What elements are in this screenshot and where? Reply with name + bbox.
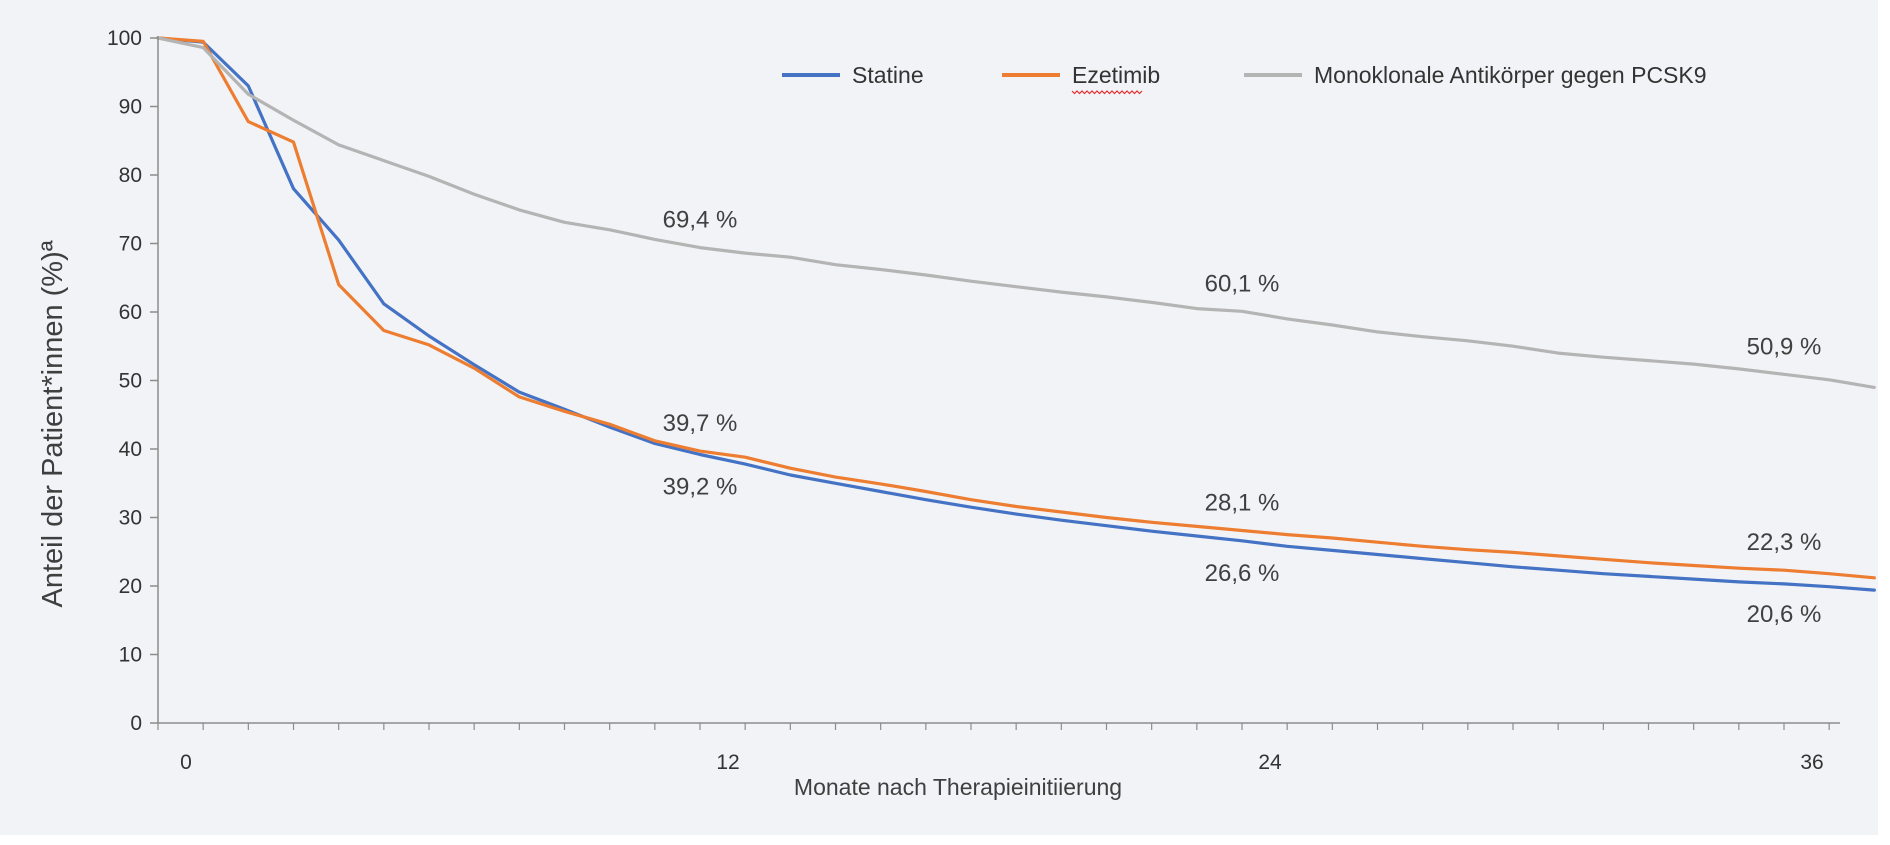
y-tick-label: 30 <box>119 507 142 530</box>
data-label: 69,4 % <box>663 207 738 234</box>
data-label: 22,3 % <box>1747 529 1822 556</box>
data-label: 60,1 % <box>1205 270 1280 297</box>
y-tick-label: 70 <box>119 233 142 256</box>
legend-label-ezetimib: Ezetimib <box>1072 62 1160 88</box>
legend-label-monoklonale-antik-rper-gegen-pcsk9: Monoklonale Antikörper gegen PCSK9 <box>1314 62 1707 88</box>
y-axis-title: Anteil der Patient*innen (%)ª <box>37 240 69 607</box>
data-label: 26,6 % <box>1205 560 1280 587</box>
y-tick-label: 20 <box>119 575 142 598</box>
series-lines-layer <box>156 36 1876 592</box>
y-tick-label: 60 <box>119 301 142 324</box>
series-line-ezetimib <box>156 36 1876 580</box>
y-tick-label: 10 <box>119 644 142 667</box>
y-tick-label: 0 <box>130 712 142 735</box>
data-label: 50,9 % <box>1747 333 1822 360</box>
y-tick-label: 80 <box>119 164 142 187</box>
data-label: 20,6 % <box>1747 601 1822 628</box>
data-labels-layer: 69,4 % 60,1 % 50,9 % 39,7 % 28,1 % 22,3 % 39,2… <box>663 207 1822 628</box>
legend: Statine Ezetimib Monoklonale Antikörper ge… <box>782 62 1707 95</box>
legend-label-statine: Statine <box>852 62 924 88</box>
y-tick-label: 40 <box>119 438 142 461</box>
x-tick-label: 36 <box>1800 751 1823 774</box>
series-line-statine <box>156 36 1876 592</box>
data-label: 39,7 % <box>663 410 738 437</box>
y-tick-label: 90 <box>119 96 142 119</box>
series-line-monoklonale-antik-rper-gegen-pcsk9 <box>156 36 1876 389</box>
data-label: 39,2 % <box>663 473 738 500</box>
data-label: 28,1 % <box>1205 490 1280 517</box>
y-tick-label: 50 <box>119 370 142 393</box>
axes-layer: 0 10 20 30 40 50 60 70 80 90 100 0 12 24 36 <box>107 27 1840 774</box>
y-tick-label: 100 <box>107 27 142 50</box>
x-tick-label: 12 <box>716 751 739 774</box>
x-tick-label: 24 <box>1258 751 1282 774</box>
spellcheck-underline <box>1071 90 1143 95</box>
x-tick-label: 0 <box>180 751 192 774</box>
x-axis-title: Monate nach Therapieinitiierung <box>794 774 1122 800</box>
